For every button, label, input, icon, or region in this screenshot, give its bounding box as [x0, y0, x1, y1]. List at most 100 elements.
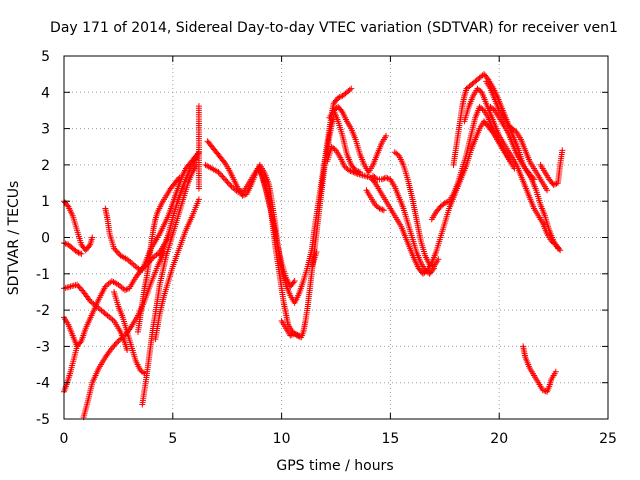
data-point [346, 167, 353, 174]
data-point [346, 86, 353, 93]
y-tick-label: 3 [41, 122, 50, 138]
data-point [78, 250, 85, 257]
series-outlier [195, 103, 202, 192]
x-tick-label: 20 [490, 431, 508, 447]
data-point [378, 176, 385, 183]
series-arc-5 [61, 343, 81, 395]
data-point [239, 192, 246, 199]
data-point [89, 234, 96, 241]
data-point [112, 246, 119, 253]
data-point [541, 387, 548, 394]
series-arc-16 [256, 165, 298, 290]
axis-ticks [63, 55, 609, 420]
series-arc-8 [111, 288, 148, 377]
data-point [376, 205, 383, 212]
data-point [512, 128, 519, 135]
data-point [336, 94, 343, 101]
series-arc-18 [309, 249, 320, 270]
data-point [428, 262, 435, 269]
chart-title: Day 171 of 2014, Sidereal Day-to-day VTE… [50, 20, 618, 36]
x-tick-labels: 0 5 10 15 20 25 [60, 431, 617, 447]
data-point [293, 331, 300, 338]
y-tick-label: 0 [41, 231, 50, 247]
data-point [108, 345, 115, 352]
data-point [64, 202, 71, 209]
data-point [556, 245, 563, 252]
x-tick-label: 5 [168, 431, 177, 447]
data-point [218, 172, 225, 179]
data-point [103, 311, 110, 318]
x-tick-label: 0 [60, 431, 69, 447]
x-tick-label: 25 [599, 431, 617, 447]
data-point [86, 243, 93, 250]
data-point [335, 94, 342, 101]
data-point [384, 175, 391, 182]
data-point [383, 174, 390, 181]
data-point [426, 261, 433, 268]
data-point [124, 347, 131, 354]
data-point [219, 173, 226, 180]
data-point [380, 207, 387, 214]
data-point [220, 174, 227, 181]
y-tick-label: 1 [41, 194, 50, 210]
data-point [557, 247, 564, 254]
series-arc-1 [61, 198, 96, 254]
data-point [352, 167, 359, 174]
series-arc-2 [61, 239, 85, 257]
data-point [559, 147, 566, 154]
y-tick-label: 2 [41, 158, 50, 174]
data-point [347, 167, 354, 174]
data-point [74, 249, 81, 256]
y-tick-label: -3 [36, 339, 50, 355]
data-point [379, 206, 386, 213]
data-point [479, 106, 486, 113]
data-point [121, 287, 128, 294]
series-arc-30 [537, 147, 566, 188]
series-arc-4 [61, 265, 146, 350]
data-point [294, 331, 301, 338]
data-point [225, 180, 232, 187]
data-point [531, 176, 538, 183]
data-point [313, 249, 320, 256]
data-point [220, 158, 227, 165]
data-point [123, 286, 130, 293]
data-point [356, 169, 363, 176]
data-point [111, 245, 118, 252]
data-points [61, 71, 566, 421]
data-point [77, 286, 84, 293]
data-point [110, 343, 117, 350]
y-tick-label: 4 [41, 85, 50, 101]
data-point [296, 332, 303, 339]
data-point [441, 200, 448, 207]
data-point [76, 284, 83, 291]
data-point [140, 369, 147, 376]
data-point [76, 250, 83, 257]
data-point [490, 106, 497, 113]
data-point [114, 339, 121, 346]
series-arc-28 [483, 78, 551, 194]
series-arc-29 [487, 103, 538, 183]
series-arc-31 [520, 343, 559, 395]
data-point [195, 185, 202, 192]
data-point [338, 107, 345, 114]
data-point [377, 206, 384, 213]
data-point [113, 248, 120, 255]
y-tick-label: -5 [36, 412, 50, 428]
y-tick-label: -2 [36, 303, 50, 319]
data-point [550, 181, 557, 188]
series-arc-17 [278, 317, 303, 339]
series-arc-11 [139, 149, 202, 274]
series-arc-23 [369, 172, 437, 277]
data-point [383, 132, 390, 139]
series-arc-20 [326, 103, 390, 176]
series-arc-15 [202, 114, 337, 341]
data-point [394, 151, 401, 158]
data-point [477, 88, 484, 95]
data-point [331, 146, 338, 153]
x-axis-label: GPS time / hours [276, 458, 393, 474]
y-tick-label: -1 [36, 267, 50, 283]
series-arc-27 [461, 85, 564, 254]
data-point [240, 192, 247, 199]
data-point [529, 175, 536, 182]
